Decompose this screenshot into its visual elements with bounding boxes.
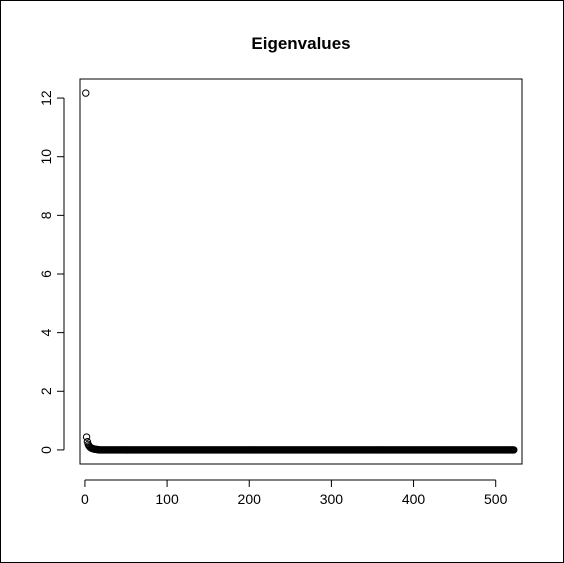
y-tick-label: 8 xyxy=(38,211,54,219)
y-tick-label: 4 xyxy=(38,329,54,337)
y-tick-label: 12 xyxy=(38,90,54,106)
y-tick-label: 0 xyxy=(38,446,54,454)
x-tick-label: 500 xyxy=(484,491,508,507)
y-axis: 0 2 4 6 8 10 12 xyxy=(38,90,65,454)
plot-area-box xyxy=(79,78,523,465)
x-tick-label: 300 xyxy=(320,491,344,507)
chart-title: Eigenvalues xyxy=(251,34,350,53)
data-point xyxy=(82,433,91,441)
data-point xyxy=(82,89,90,97)
y-tick-label: 10 xyxy=(38,149,54,165)
x-tick-label: 200 xyxy=(238,491,262,507)
x-tick-label: 0 xyxy=(81,491,89,507)
data-point xyxy=(510,446,518,454)
y-tick-label: 6 xyxy=(38,270,54,278)
x-axis: 0 100 200 300 400 500 xyxy=(81,479,508,507)
x-tick-label: 100 xyxy=(155,491,179,507)
data-points xyxy=(82,89,518,454)
y-tick-label: 2 xyxy=(38,387,54,395)
x-tick-label: 400 xyxy=(402,491,426,507)
